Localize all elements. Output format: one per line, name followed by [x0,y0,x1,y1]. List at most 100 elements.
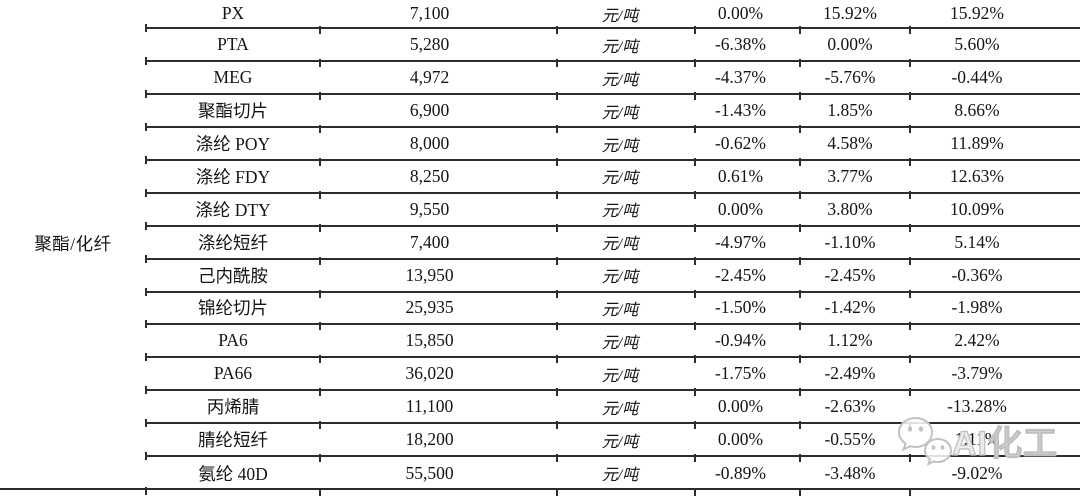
table-bottom-rule [0,487,1080,490]
table-row: 腈纶短纤 18,200 元/吨 0.00% -0.55% 1.11% [145,424,1080,462]
table-row: 涤纶 DTY 9,550 元/吨 0.00% 3.80% 10.09% [145,194,1080,232]
price-cell: 8,000 [319,128,557,166]
product-name-cell: PX [221,3,245,24]
product-name-cell: 丙烯腈 [206,397,260,418]
unit-cell: 元/吨 [556,260,695,298]
product-name-cell: PA66 [213,363,253,384]
category-label: 聚酯/化纤 [34,233,112,254]
pct3-cell: 5.14% [909,227,1080,265]
price-cell: 13,950 [319,260,557,298]
product-name-cell: 涤纶 DTY [195,199,271,220]
pct3-cell: -3.79% [909,358,1080,397]
pct3-cell: -9.02% [909,457,1080,496]
pct3-cell: 2.42% [909,325,1080,364]
table-row: 涤纶 POY 8,000 元/吨 -0.62% 4.58% 11.89% [145,128,1080,166]
pct1-cell: -0.94% [694,325,800,364]
pct3-cell: -13.28% [909,391,1080,429]
pct2-cell: -0.55% [799,424,910,462]
product-name-cell: 涤纶短纤 [198,232,268,253]
pct3-cell: 12.63% [909,161,1080,199]
pct3-cell: -0.36% [909,260,1080,298]
price-cell: 6,900 [319,95,557,133]
table-row: 锦纶切片 25,935 元/吨 -1.50% -1.42% -1.98% [145,293,1080,331]
unit-cell: 元/吨 [556,227,695,265]
pct1-cell: -4.97% [694,227,800,265]
table-row: 己内酰胺 13,950 元/吨 -2.45% -2.45% -0.36% [145,260,1080,298]
unit-cell: 元/吨 [556,293,695,331]
pct1-cell: -1.75% [694,358,800,397]
table-row: 涤纶 FDY 8,250 元/吨 0.61% 3.77% 12.63% [145,161,1080,199]
unit-cell: 元/吨 [556,391,695,429]
pct1-cell: 0.00% [694,424,800,462]
table-row: 聚酯切片 6,900 元/吨 -1.43% 1.85% 8.66% [145,95,1080,133]
pct3-cell: 11.89% [909,128,1080,166]
pct2-cell: -3.48% [799,457,910,496]
price-cell: 11,100 [319,391,557,429]
price-cell: 7,100 [319,0,557,35]
pct1-cell: 0.00% [694,194,800,232]
product-name-cell: 涤纶 POY [195,134,271,154]
pct2-cell: 1.85% [799,95,910,133]
pct2-cell: 3.77% [799,161,910,199]
pct2-cell: -1.42% [799,293,910,331]
unit-cell: 元/吨 [556,457,695,496]
unit-cell: 元/吨 [556,161,695,199]
price-cell: 4,972 [319,62,557,101]
pct3-cell: -1.98% [909,293,1080,331]
pct3-cell: -0.44% [909,62,1080,101]
unit-cell: 元/吨 [556,194,695,232]
pct2-cell: 1.12% [799,325,910,364]
pct1-cell: -2.45% [694,260,800,298]
table-rows: PX 7,100 元/吨 0.00% 15.92% 15.92% PTA 5,2… [145,0,1080,496]
price-cell: 8,250 [319,161,557,199]
table-row: 涤纶短纤 7,400 元/吨 -4.97% -1.10% 5.14% [145,227,1080,265]
pct1-cell: -6.38% [694,29,800,68]
pct1-cell: 0.61% [694,161,800,199]
pct2-cell: 4.58% [799,128,910,166]
unit-cell: 元/吨 [556,424,695,462]
pct3-cell: 15.92% [909,0,1080,35]
product-name-cell: 氨纶 40D [198,463,268,484]
unit-cell: 元/吨 [556,128,695,166]
pct2-cell: -2.63% [799,391,910,429]
table-row: 氨纶 40D 55,500 元/吨 -0.89% -3.48% -9.02% [145,457,1080,496]
unit-cell: 元/吨 [556,29,695,68]
pct2-cell: 15.92% [799,0,910,35]
price-cell: 18,200 [319,424,557,462]
unit-cell: 元/吨 [556,0,695,35]
unit-cell: 元/吨 [556,325,695,364]
unit-cell: 元/吨 [556,62,695,101]
table-row: PA6 15,850 元/吨 -0.94% 1.12% 2.42% [145,325,1080,364]
price-cell: 36,020 [319,358,557,397]
pct1-cell: 0.00% [694,391,800,429]
product-name-cell: 涤纶 FDY [195,166,271,187]
table-row: PA66 36,020 元/吨 -1.75% -2.49% -3.79% [145,358,1080,397]
table-row: 丙烯腈 11,100 元/吨 0.00% -2.63% -13.28% [145,391,1080,429]
pct3-cell: 8.66% [909,95,1080,133]
pct1-cell: -1.43% [694,95,800,133]
product-name-cell: 腈纶短纤 [198,430,268,451]
product-name-cell: PA6 [218,330,248,351]
price-cell: 25,935 [319,293,557,331]
price-cell: 15,850 [319,325,557,364]
table-row: PTA 5,280 元/吨 -6.38% 0.00% 5.60% [145,29,1080,68]
pct3-cell: 10.09% [909,194,1080,232]
pct1-cell: -4.37% [694,62,800,101]
pct1-cell: 0.00% [694,0,800,35]
pct2-cell: -2.49% [799,358,910,397]
price-cell: 7,400 [319,227,557,265]
price-cell: 9,550 [319,194,557,232]
unit-cell: 元/吨 [556,95,695,133]
pct1-cell: -0.89% [694,457,800,496]
table-row: PX 7,100 元/吨 0.00% 15.92% 15.92% [145,0,1080,35]
price-cell: 5,280 [319,29,557,68]
product-name-cell: 己内酰胺 [198,265,268,286]
pct2-cell: -5.76% [799,62,910,101]
pct3-cell: 1.11% [909,424,1080,462]
pct1-cell: -1.50% [694,293,800,331]
pct3-cell: 5.60% [909,29,1080,68]
product-name-cell: PTA [217,34,249,55]
price-cell: 55,500 [319,457,557,496]
pct2-cell: -2.45% [799,260,910,298]
